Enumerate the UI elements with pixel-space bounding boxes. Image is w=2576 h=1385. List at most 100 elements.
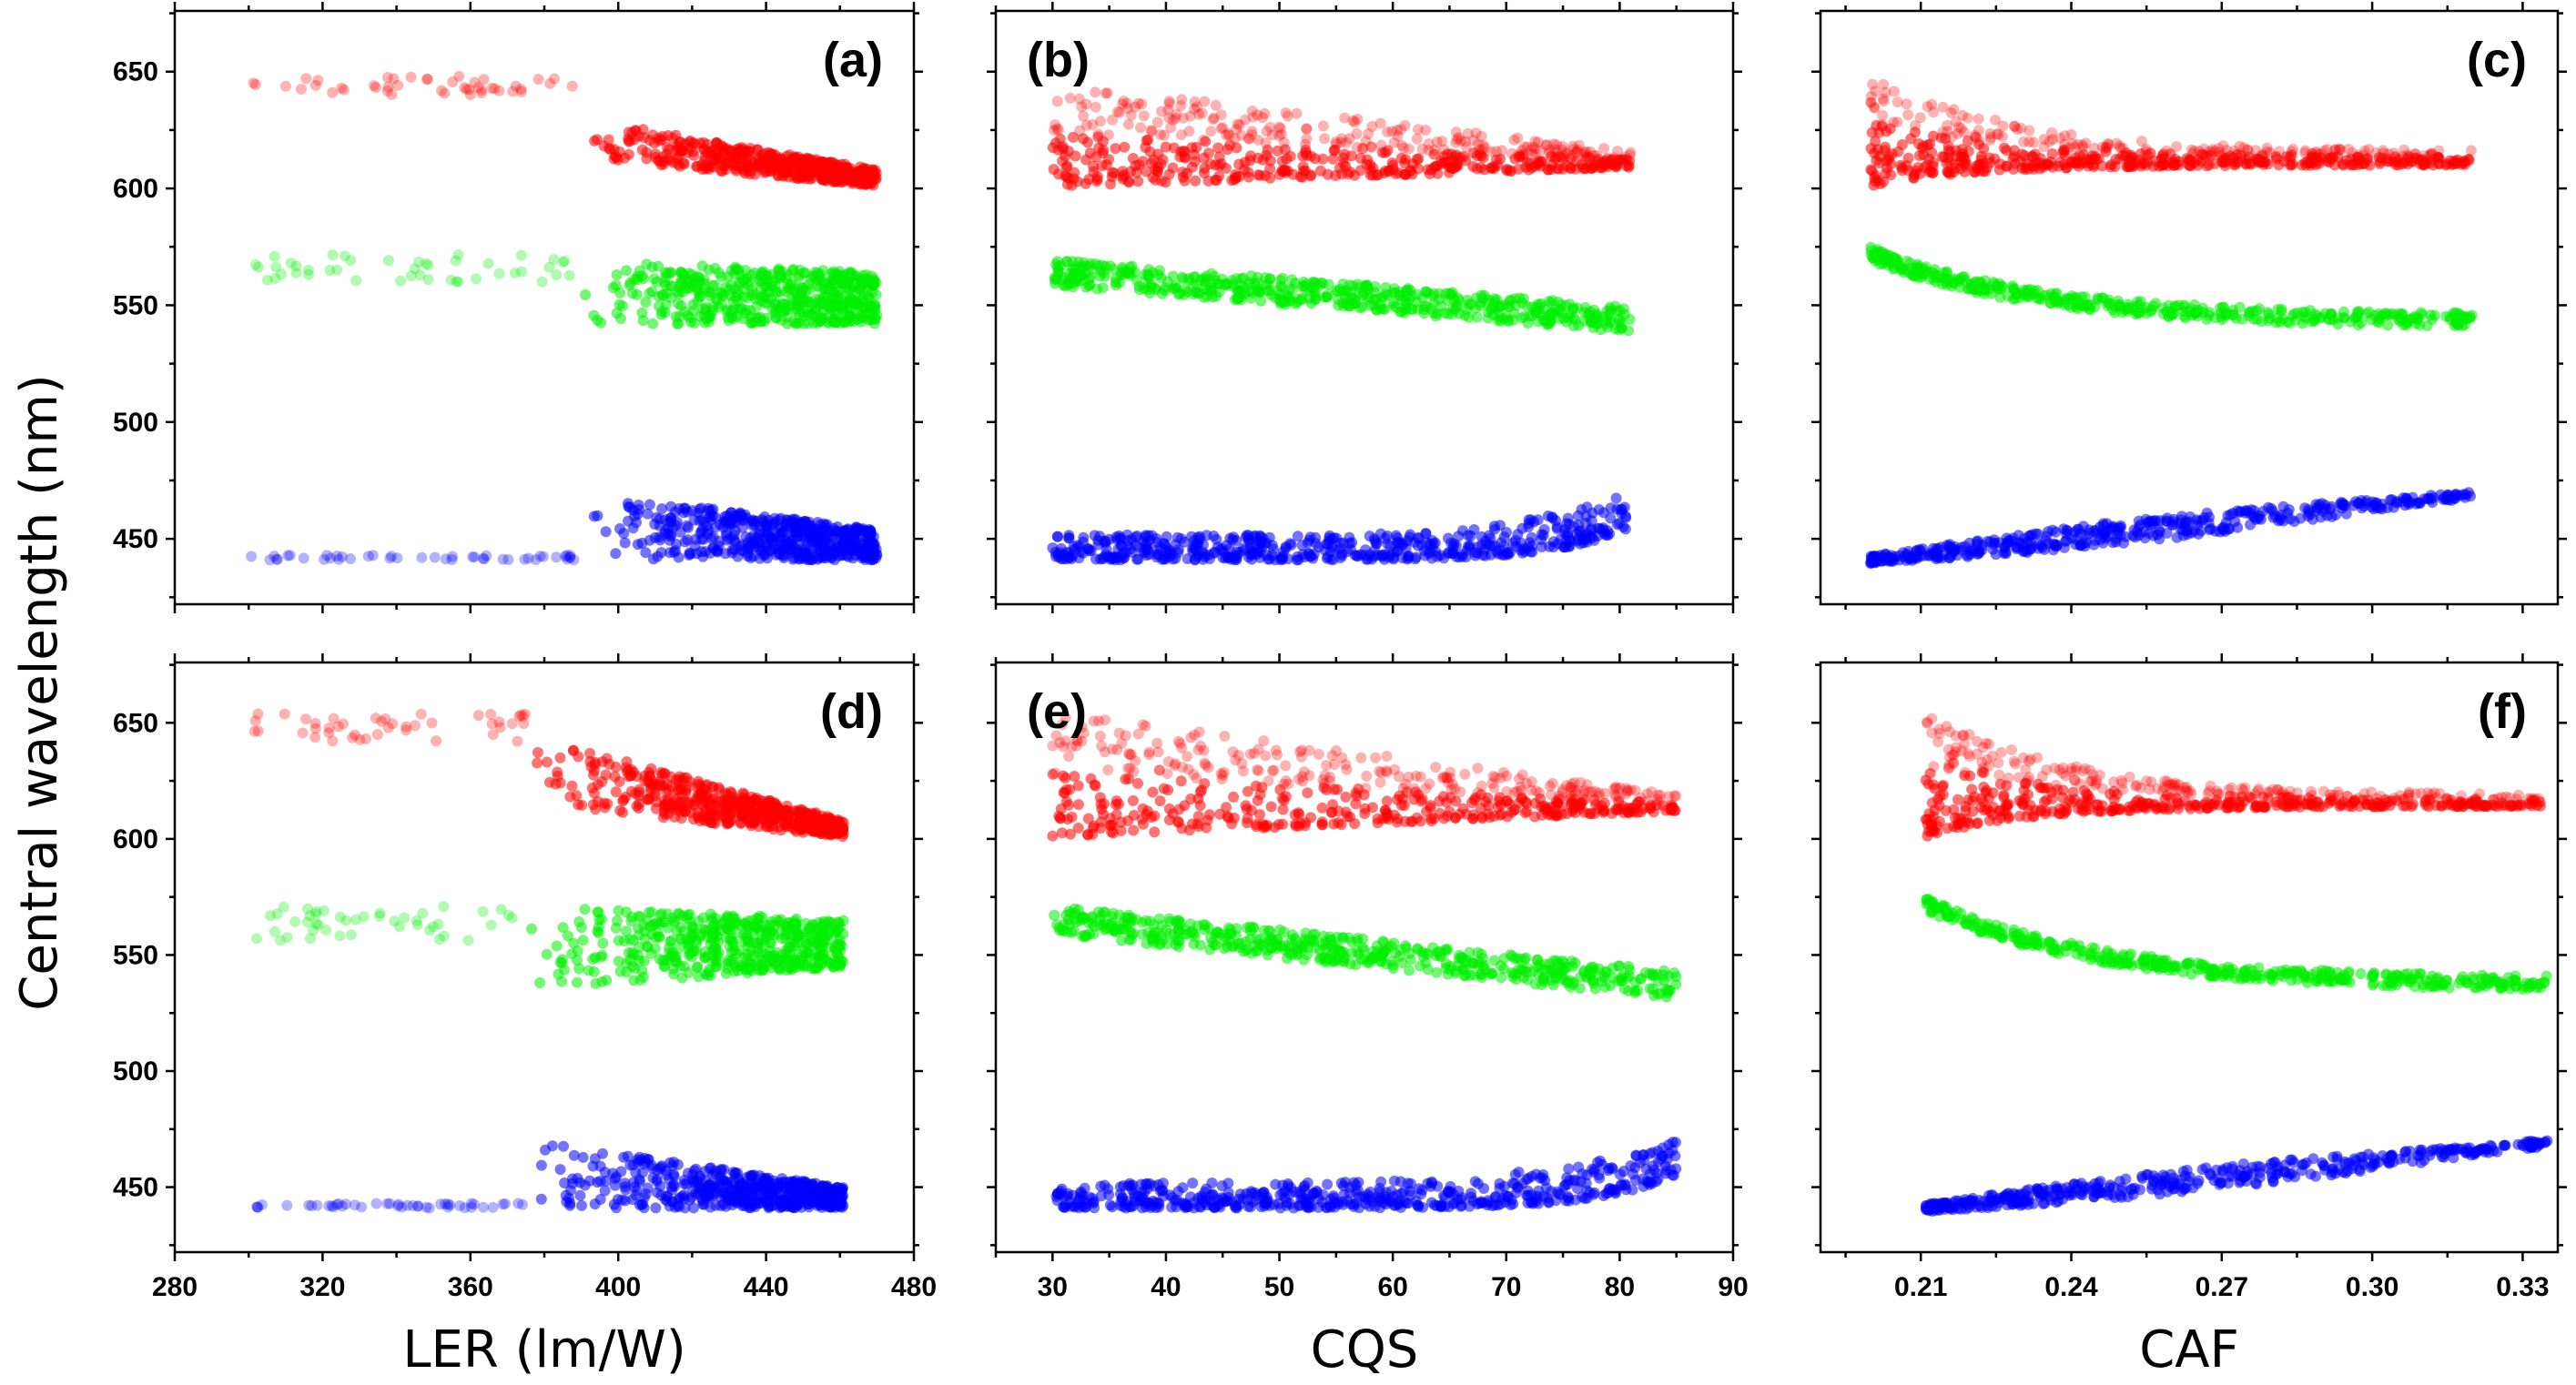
data-point <box>2203 309 2215 321</box>
data-point <box>624 136 636 147</box>
data-point <box>1989 153 2001 165</box>
data-point <box>2299 157 2311 168</box>
data-point <box>1357 143 1369 155</box>
data-point <box>2206 147 2217 159</box>
data-point <box>831 541 843 553</box>
data-point <box>1367 169 1379 181</box>
data-point <box>1892 146 1904 157</box>
data-point <box>1144 534 1156 546</box>
data-point <box>309 723 321 734</box>
data-point <box>626 288 638 299</box>
data-point <box>699 151 711 162</box>
data-point <box>2374 156 2386 167</box>
data-point <box>2414 157 2426 169</box>
data-point <box>380 713 391 724</box>
data-point <box>1523 521 1535 532</box>
data-point <box>1063 532 1075 544</box>
plot-frame <box>1819 9 2560 606</box>
data-point <box>1327 153 1339 165</box>
data-point <box>648 273 660 285</box>
data-point <box>2366 501 2378 512</box>
data-point <box>461 84 472 96</box>
data-point <box>1259 108 1271 119</box>
data-point <box>1171 108 1182 120</box>
data-point <box>856 312 867 324</box>
data-point <box>1949 544 1961 556</box>
data-point <box>1625 147 1637 158</box>
data-point <box>360 733 371 744</box>
data-point <box>2201 160 2213 172</box>
data-point <box>1971 536 1983 548</box>
data-point <box>1066 553 1078 564</box>
data-point <box>1264 553 1275 565</box>
data-point <box>1053 168 1064 180</box>
data-point <box>2183 516 2195 528</box>
data-point <box>1870 86 1881 97</box>
data-point <box>654 534 666 546</box>
data-point <box>401 721 412 733</box>
data-point <box>1557 140 1568 152</box>
data-point <box>1169 283 1181 295</box>
data-point <box>1485 162 1496 174</box>
data-point <box>249 258 261 270</box>
data-point <box>2366 314 2378 326</box>
data-point <box>1423 138 1435 150</box>
data-point <box>2035 293 2047 305</box>
data-point <box>270 261 282 273</box>
data-point <box>1580 302 1591 313</box>
data-point <box>1231 171 1242 183</box>
data-point <box>1064 92 1076 104</box>
data-point <box>323 727 335 739</box>
data-point <box>1922 139 1933 151</box>
data-point <box>422 274 434 286</box>
data-point <box>476 87 488 99</box>
data-point <box>1962 135 1973 147</box>
data-point <box>1612 146 1624 157</box>
data-point <box>775 530 786 541</box>
data-point <box>515 86 527 97</box>
data-point <box>1905 133 1917 145</box>
data-point <box>1117 173 1129 185</box>
data-point <box>487 729 499 741</box>
data-point <box>1570 163 1582 175</box>
y-tick-label: 650 <box>113 57 158 87</box>
panel-label: (b) <box>1027 33 1090 87</box>
data-point <box>1379 532 1391 544</box>
data-point <box>1997 120 2009 132</box>
data-point <box>1601 153 1613 165</box>
data-point <box>469 76 481 88</box>
data-point <box>1600 318 1612 330</box>
y-tick-label: 500 <box>113 408 158 438</box>
data-point <box>1974 276 1985 288</box>
data-point <box>522 552 534 564</box>
data-point <box>2028 136 2040 148</box>
data-point <box>1878 177 1890 187</box>
data-point <box>2092 292 2104 304</box>
data-point <box>1865 96 1877 108</box>
data-point <box>1264 121 1276 133</box>
data-point <box>857 165 869 177</box>
data-point <box>641 258 653 270</box>
data-point <box>1927 548 1939 560</box>
data-point <box>1456 551 1468 562</box>
data-point <box>644 534 655 546</box>
data-point <box>1136 98 1148 110</box>
data-point <box>1438 150 1450 162</box>
data-point <box>1243 171 1254 183</box>
data-point <box>382 255 394 267</box>
data-point <box>1546 150 1557 162</box>
data-point <box>722 304 734 316</box>
data-point <box>656 306 668 318</box>
y-tick-label: 450 <box>113 524 158 554</box>
data-point <box>2046 134 2058 146</box>
data-point <box>640 547 652 559</box>
data-point <box>790 283 802 295</box>
data-point <box>686 280 698 292</box>
data-point <box>1376 147 1388 158</box>
data-point <box>1952 121 1964 133</box>
data-point <box>1081 136 1093 148</box>
data-point <box>621 265 632 277</box>
data-point <box>608 144 620 155</box>
data-point <box>762 270 774 282</box>
data-point <box>1560 299 1572 311</box>
